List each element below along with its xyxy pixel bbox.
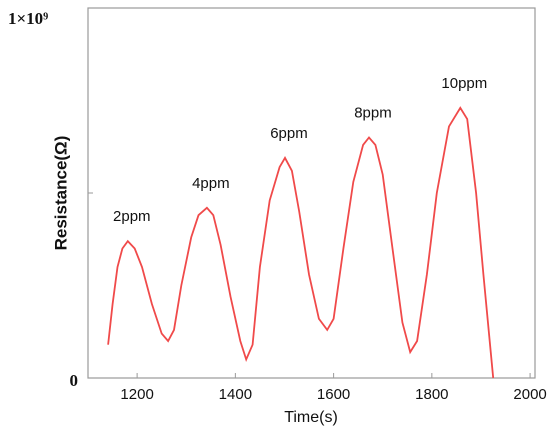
annotation: 6ppm: [270, 125, 308, 142]
y-tick-label: 1×10⁹: [8, 9, 48, 28]
y-tick-label: 0: [70, 371, 79, 390]
plot-frame: [87, 7, 536, 379]
x-tick-label: 1800: [415, 386, 448, 403]
y-axis-label: Resistance(Ω): [51, 136, 70, 251]
annotation: 2ppm: [113, 208, 151, 225]
x-tick-label: 1600: [317, 386, 350, 403]
line-series: [107, 106, 495, 379]
annotation: 10ppm: [441, 75, 487, 92]
x-tick-label: 1200: [120, 386, 153, 403]
x-tick-label: 1400: [219, 386, 252, 403]
x-tick-label: 2000: [513, 386, 546, 403]
x-axis-label: Time(s): [284, 409, 338, 426]
annotation: 8ppm: [354, 104, 392, 121]
annotation: 4ppm: [192, 175, 230, 192]
